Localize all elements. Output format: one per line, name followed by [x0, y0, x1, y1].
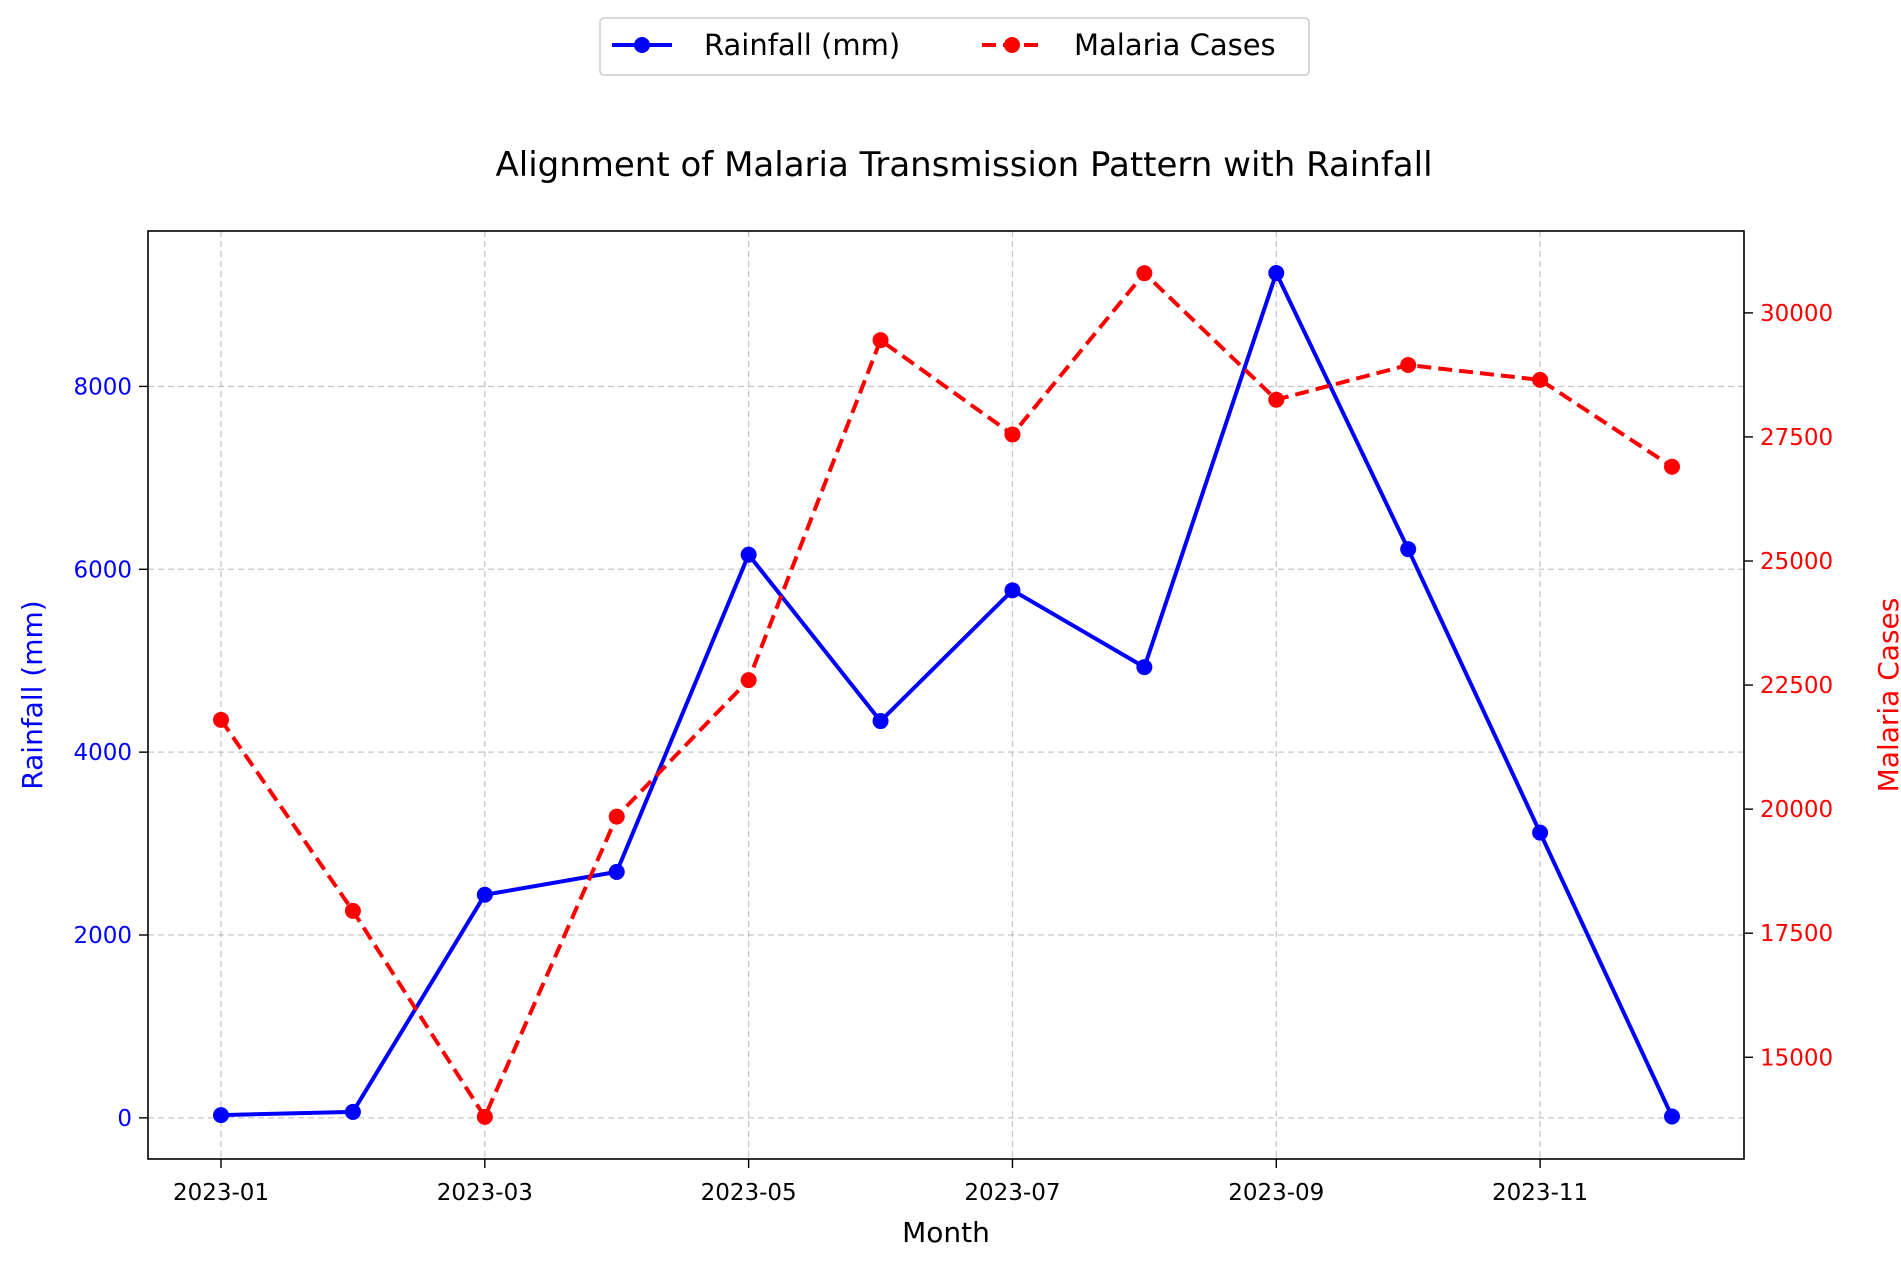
plot-frame [147, 230, 1745, 1160]
y-right-tick-label: 17500 [1760, 921, 1833, 947]
x-tick-label: 2023-05 [701, 1180, 797, 1206]
malaria-data-point [344, 902, 361, 919]
x-tick-label: 2023-07 [964, 1180, 1060, 1206]
y-axis-left: 0 2000 4000 6000 8000 [73, 374, 148, 1132]
rainfall-data-point [1400, 541, 1417, 558]
malaria-data-point [1400, 356, 1417, 373]
x-tick-label: 2023-01 [173, 1180, 269, 1206]
rainfall-data-point [740, 546, 757, 563]
rainfall-data-point [476, 886, 493, 903]
y-axis-left-label: Rainfall (mm) [16, 600, 49, 789]
y-right-tick-label: 20000 [1760, 797, 1833, 823]
legend-malaria-swatch-marker [1004, 37, 1020, 53]
malaria-data-point [740, 672, 757, 689]
malaria-data-point [213, 711, 229, 728]
y-left-tick-label: 4000 [73, 740, 132, 766]
legend-rainfall-swatch-marker [634, 37, 650, 53]
legend: Rainfall (mm) Malaria Cases [599, 17, 1310, 76]
y-right-tick-label: 22500 [1760, 673, 1833, 699]
rainfall-data-point [1664, 1108, 1680, 1125]
y-left-tick-label: 0 [117, 1106, 132, 1132]
x-tick-label: 2023-09 [1228, 1180, 1324, 1206]
y-right-tick-label: 27500 [1760, 425, 1833, 451]
malaria-series-line [219, 271, 1674, 1119]
rainfall-data-point [608, 863, 625, 880]
malaria-data-point [872, 332, 889, 349]
malaria-data-point [1268, 391, 1285, 408]
rainfall-data-point [1268, 265, 1285, 282]
legend-rainfall-label: Rainfall (mm) [704, 28, 900, 62]
legend-malaria-label: Malaria Cases [1074, 28, 1276, 62]
x-tick-label: 2023-03 [437, 1180, 533, 1206]
rainfall-data-point [344, 1103, 361, 1120]
rainfall-data-point [1004, 582, 1021, 599]
malaria-data-point [608, 808, 625, 825]
rainfall-data-point [1136, 659, 1153, 676]
series-layer [213, 265, 1680, 1125]
rainfall-data-point [213, 1107, 229, 1124]
legend-frame [599, 17, 1310, 76]
y-right-tick-label: 30000 [1760, 301, 1833, 327]
x-axis-label: Month [902, 1216, 990, 1249]
rainfall-data-point [1532, 824, 1549, 841]
x-tick-label: 2023-11 [1492, 1180, 1588, 1206]
rainfall-series-line [220, 271, 1674, 1118]
y-left-tick-label: 2000 [73, 923, 132, 949]
malaria-data-point [1004, 426, 1021, 443]
y-left-tick-label: 6000 [73, 557, 132, 583]
malaria-data-point [1532, 371, 1549, 388]
x-axis: 2023-01 2023-03 2023-05 2023-07 2023-09 2023-… [173, 1159, 1588, 1206]
malaria-data-point [476, 1108, 493, 1125]
y-axis-right-label: Malaria Cases [1872, 598, 1901, 793]
y-axis-right: 15000 17500 20000 22500 25000 27500 30000 [1744, 301, 1833, 1071]
chart-title: Alignment of Malaria Transmission Patter… [495, 145, 1432, 185]
rainfall-data-point [872, 713, 889, 730]
y-left-tick-label: 8000 [73, 374, 132, 400]
malaria-data-point [1664, 458, 1680, 475]
y-right-tick-label: 25000 [1760, 549, 1833, 575]
y-right-tick-label: 15000 [1760, 1045, 1833, 1071]
malaria-data-point [1136, 265, 1153, 282]
